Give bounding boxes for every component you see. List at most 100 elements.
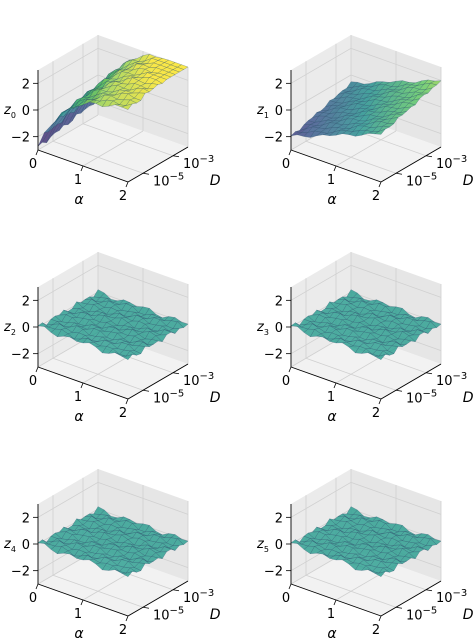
surface-patch [172,538,185,546]
y-axis-line [127,363,189,400]
surface-patch [386,345,399,355]
x-tick [125,398,129,405]
grid-line [290,74,352,111]
y-tick-label: 10−5 [153,171,184,189]
y-tick [142,172,150,175]
z-label-subscript: 3 [264,328,269,337]
x-tick [288,149,292,156]
x-tick-label: 0 [29,157,37,172]
surface-patch [155,76,168,84]
surface-patch [142,341,154,348]
y-tick-exponent: −3 [453,154,468,165]
z-tick-label: −2 [264,131,283,146]
z-label-base: z [256,320,265,335]
grid-line [37,114,99,151]
y-tick-exponent: −3 [453,371,468,382]
surface-patch [382,567,395,573]
surface-patch [138,341,151,347]
x-tick-label: 2 [119,406,127,421]
y-tick-base: 10 [406,391,423,406]
x-axis-label: α [327,626,337,638]
y-tick-exponent: −5 [170,605,185,616]
x-tick [378,398,382,405]
grid-line [290,47,352,84]
y-tick [172,155,180,158]
y-axis-line [380,363,442,400]
y-tick-base: 10 [153,391,170,406]
y-tick-base: 10 [436,591,453,606]
surface-patch [412,329,425,336]
z-label-subscript: 0 [11,111,16,120]
surface-patch [382,350,395,356]
surface-patch [172,66,185,73]
x-tick-label: 1 [327,173,335,188]
grid-line [37,74,99,111]
y-tick-label: 10−5 [406,605,437,623]
z-label-base: z [256,103,265,118]
x-tick [80,599,84,606]
y-axis-label: D [210,173,221,189]
y-tick-base: 10 [153,174,170,189]
y-tick [425,372,433,375]
surface-patch [163,71,176,78]
z-axis-label: z2 [3,320,16,337]
y-axis-line [380,580,442,617]
surface-patch [386,117,399,124]
surface-patch [421,545,433,551]
y-tick-label: 10−5 [153,388,184,406]
x-tick [288,583,292,590]
surface-patch [168,69,180,75]
surface-patch [133,345,146,355]
z-label-subscript: 4 [11,545,16,554]
z-tick-label: 0 [275,104,283,119]
y-tick-exponent: −3 [200,154,215,165]
y-tick-base: 10 [406,174,423,189]
surface-patch [395,341,407,348]
z-axis-label: z1 [256,103,269,120]
surface-patch [133,92,146,101]
z-label-subscript: 1 [264,111,269,120]
y-axis-label: D [210,607,221,623]
surface-patch [138,558,151,564]
y-tick-exponent: −5 [423,171,438,182]
surface-patch [168,545,180,551]
surface [290,289,442,361]
grid-line [305,140,397,174]
x-tick-label: 0 [282,374,290,389]
y-tick-exponent: −5 [423,388,438,399]
y-axis-label: D [210,390,221,406]
z-tick-label: 2 [22,511,30,526]
x-tick-label: 2 [372,623,380,638]
z-tick-label: −2 [11,565,30,580]
surface-patch [155,334,168,343]
z-tick-label: −2 [11,131,30,146]
z-label-subscript: 2 [11,328,16,337]
y-tick-base: 10 [183,157,200,172]
surface-patch [425,538,438,546]
surface-patch [155,551,168,560]
surface-patch [159,74,172,80]
z-tick-label: 2 [275,294,283,309]
grid-line [37,264,99,301]
y-axis-line [127,580,189,617]
grid-line [97,481,189,515]
surface-patch [138,88,151,94]
x-tick [35,149,39,156]
surface-patch [373,128,387,135]
surface [37,506,189,578]
grid-line [97,264,189,298]
surface-patch [159,546,172,553]
surface-patch [429,321,442,328]
x-tick-label: 1 [74,390,82,405]
z-label-subscript: 5 [264,545,269,554]
x-tick [333,382,337,389]
x-tick-label: 2 [119,623,127,638]
surface-patch [412,546,425,553]
grid-line [52,140,144,174]
surface-patch [417,546,429,551]
